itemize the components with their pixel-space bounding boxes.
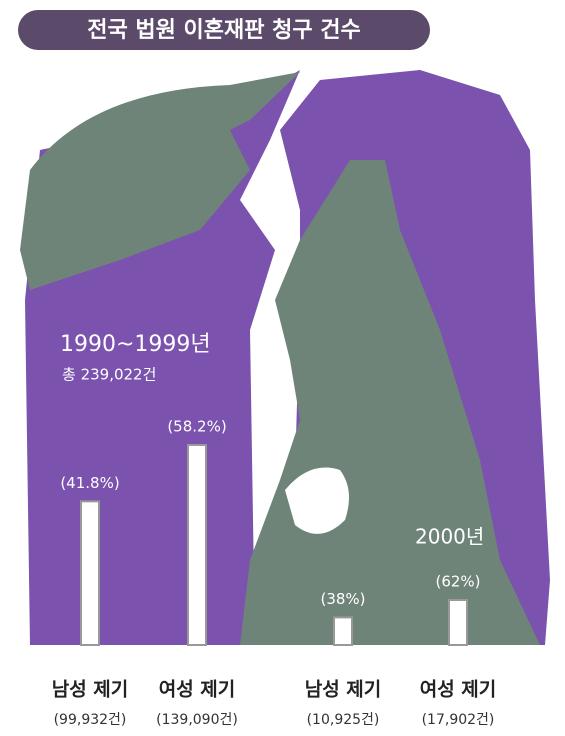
bar — [449, 600, 467, 645]
category-label: 남성 제기 — [52, 679, 129, 701]
category-label: 여성 제기 — [159, 679, 236, 701]
title: 전국 법원 이혼재판 청구 건수 — [87, 18, 361, 43]
bar — [188, 445, 206, 645]
count-label: (139,090건) — [156, 712, 238, 728]
value-label: (58.2%) — [167, 418, 226, 436]
value-label: (41.8%) — [60, 474, 119, 492]
group-subtitle: 1990~1999년 — [60, 332, 211, 357]
count-label: (99,932건) — [54, 712, 127, 728]
count-label: (17,902건) — [422, 712, 495, 728]
value-label: (62%) — [435, 573, 480, 591]
infographic: 전국 법원 이혼재판 청구 건수 1990~1999년 총 239,022건 2… — [0, 0, 565, 736]
group-total: 총 239,022건 — [62, 366, 156, 384]
group-subtitle: 2000년 — [415, 525, 484, 549]
category-label: 남성 제기 — [305, 679, 382, 701]
bar — [334, 617, 352, 645]
category-label: 여성 제기 — [420, 679, 497, 701]
value-label: (38%) — [320, 590, 365, 608]
count-label: (10,925건) — [307, 712, 380, 728]
bar — [81, 501, 99, 645]
